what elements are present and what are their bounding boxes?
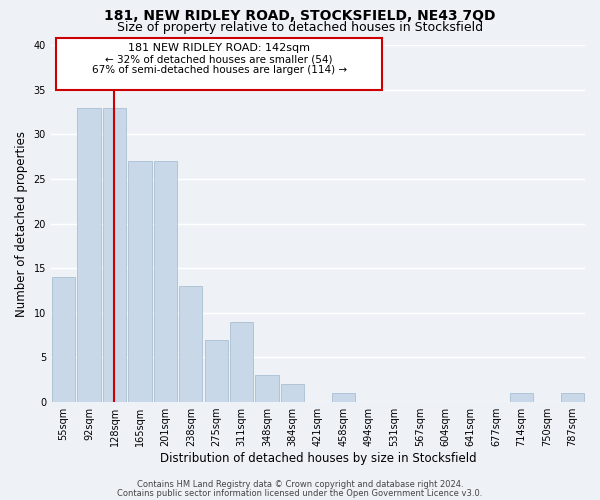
Text: Contains HM Land Registry data © Crown copyright and database right 2024.: Contains HM Land Registry data © Crown c… xyxy=(137,480,463,489)
Text: 181, NEW RIDLEY ROAD, STOCKSFIELD, NE43 7QD: 181, NEW RIDLEY ROAD, STOCKSFIELD, NE43 … xyxy=(104,9,496,23)
Bar xyxy=(77,108,101,402)
Bar xyxy=(179,286,202,402)
Text: 181 NEW RIDLEY ROAD: 142sqm: 181 NEW RIDLEY ROAD: 142sqm xyxy=(128,44,310,54)
Y-axis label: Number of detached properties: Number of detached properties xyxy=(15,130,28,316)
Bar xyxy=(103,108,126,402)
Bar xyxy=(510,393,533,402)
FancyBboxPatch shape xyxy=(56,38,382,90)
Bar xyxy=(230,322,253,402)
Bar xyxy=(281,384,304,402)
Bar xyxy=(52,277,76,402)
Bar xyxy=(128,161,152,402)
Text: 67% of semi-detached houses are larger (114) →: 67% of semi-detached houses are larger (… xyxy=(92,65,347,75)
Bar xyxy=(560,393,584,402)
Bar xyxy=(205,340,228,402)
Bar xyxy=(332,393,355,402)
Text: Contains public sector information licensed under the Open Government Licence v3: Contains public sector information licen… xyxy=(118,488,482,498)
Text: ← 32% of detached houses are smaller (54): ← 32% of detached houses are smaller (54… xyxy=(106,54,333,64)
X-axis label: Distribution of detached houses by size in Stocksfield: Distribution of detached houses by size … xyxy=(160,452,476,465)
Bar xyxy=(154,161,177,402)
Bar xyxy=(256,376,279,402)
Text: Size of property relative to detached houses in Stocksfield: Size of property relative to detached ho… xyxy=(117,22,483,35)
